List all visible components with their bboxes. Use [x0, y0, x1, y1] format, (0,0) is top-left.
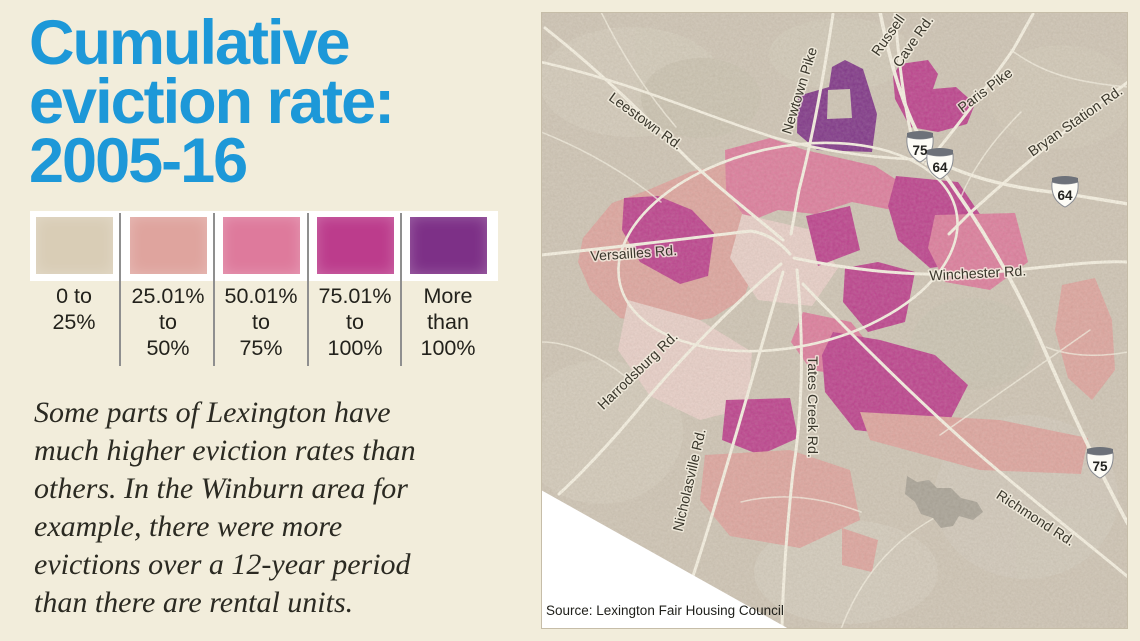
- legend-label-2: 25.01% to 50%: [131, 284, 205, 360]
- legend-separator: [213, 213, 215, 366]
- legend-label-1: 0 to 25%: [52, 284, 96, 334]
- legend-swatch-5: [410, 217, 487, 274]
- highway-shields: 75 64 64 75: [906, 131, 1114, 479]
- legend-swatch-4: [317, 217, 394, 274]
- svg-text:75: 75: [1092, 459, 1108, 474]
- source-label: Source: Lexington Fair Housing Council: [546, 603, 784, 618]
- road-label-tates-creek: Tates Creek Rd.: [804, 356, 820, 458]
- highway-shield-75-64-pair-64: 64: [926, 148, 954, 180]
- eviction-map: Leestown Rd. Newtown Pike Russell Cave R…: [519, 10, 1133, 631]
- noise-overlay-light: [541, 12, 1128, 629]
- legend-label-3: 50.01% to 75%: [224, 284, 298, 360]
- legend-swatch-3: [223, 217, 300, 274]
- legend-swatch-1: [36, 217, 113, 274]
- title-line: 2005-16: [29, 126, 248, 196]
- svg-text:64: 64: [1057, 188, 1073, 203]
- legend-separator: [119, 213, 121, 366]
- highway-shield-75-south: 75: [1086, 447, 1114, 479]
- legend-separator: [307, 213, 309, 366]
- legend-separator: [400, 213, 402, 366]
- legend-label-4: 75.01% to 100%: [318, 284, 392, 360]
- map-border: [541, 12, 1128, 629]
- legend: [30, 211, 498, 281]
- title-line: Cumulative: [29, 8, 351, 78]
- legend-label-5: More than 100%: [420, 284, 476, 360]
- description-text: Some parts of Lexington have much higher…: [34, 396, 416, 619]
- map-svg: Leestown Rd. Newtown Pike Russell Cave R…: [519, 10, 1133, 631]
- county-cut: [541, 490, 789, 629]
- svg-text:75: 75: [912, 143, 928, 158]
- svg-text:64: 64: [932, 160, 948, 175]
- highway-shield-64-east: 64: [1051, 176, 1079, 208]
- title-line: eviction rate:: [29, 67, 395, 137]
- legend-swatch-2: [130, 217, 207, 274]
- page-title: Cumulative eviction rate: 2005-16: [29, 8, 395, 196]
